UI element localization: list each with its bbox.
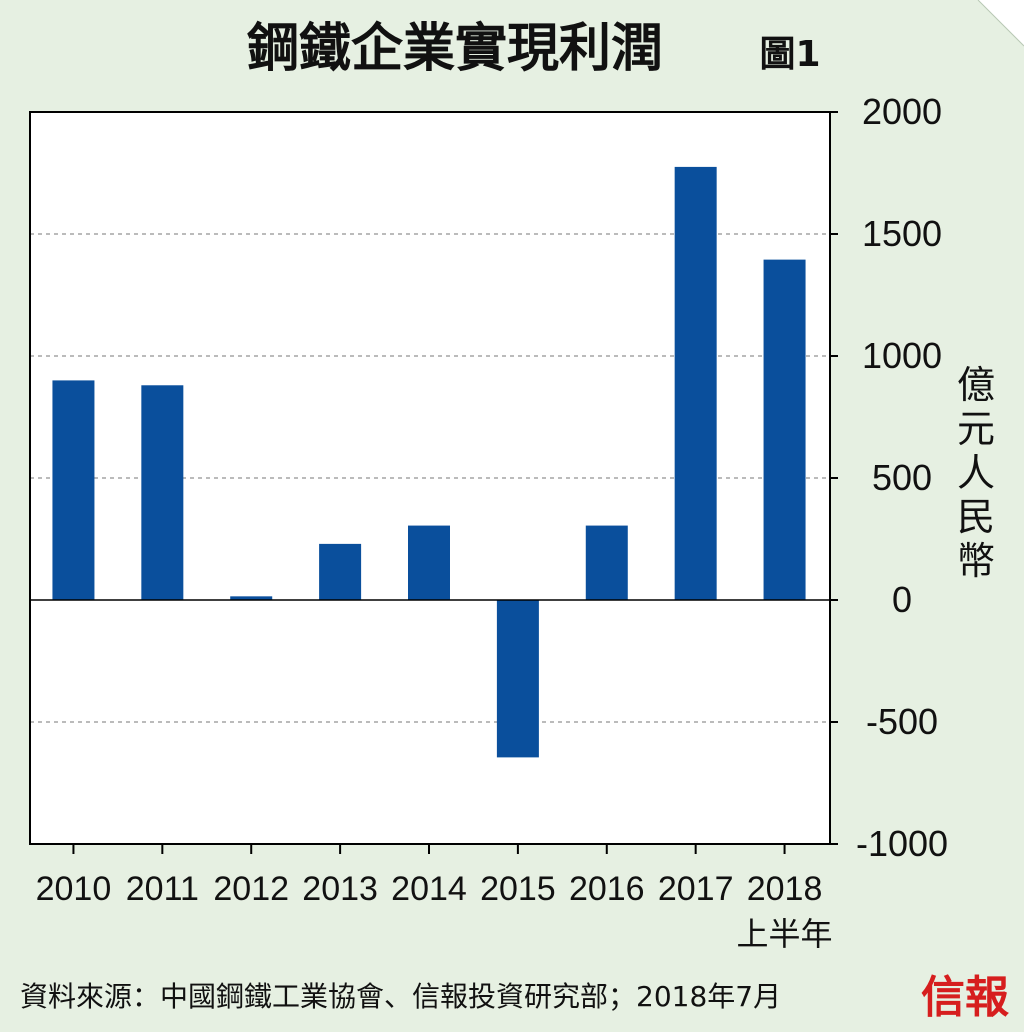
y-axis-ticks: 2000 1500 1000 500 0 -500 -1000 [830,91,948,864]
y-axis-label-char: 人 [957,451,995,495]
bar-2018 [763,259,806,600]
y-tick-label: 2000 [862,91,942,132]
x-tick-label: 2013 [302,870,378,908]
x-tick-label: 2018 [747,870,823,908]
x-tick-label: 2016 [569,870,645,908]
bars [52,166,806,758]
x-tick-label: 2012 [213,870,289,908]
y-axis-label-char: 幣 [957,539,995,583]
x-tick-label: 2014 [391,870,467,908]
bar-2010 [52,380,95,600]
x-tick-sublabel: 上半年 [737,915,833,953]
bar-2014 [408,525,450,600]
bar-2016 [585,525,628,600]
chart-title: 鋼鐵企業實現利潤 [247,19,663,79]
y-axis-label-char: 元 [957,407,995,451]
bar-2013 [319,543,362,600]
figure-label: 圖1 [759,34,820,75]
y-tick-label: 1500 [862,213,942,254]
source-note: 資料來源：中國鋼鐵工業協會、信報投資研究部；2018年7月 [20,980,781,1013]
x-tick-label: 2011 [126,870,199,908]
y-tick-label: 0 [892,579,912,620]
bar-2015 [496,600,539,758]
bar-2012 [230,596,273,600]
x-axis-ticks: 2010 2011 2012 2013 2014 2015 2016 2017 2018 上半年 [36,844,833,953]
folded-corner-edge [977,0,1024,47]
y-tick-label: -1000 [856,823,948,864]
bar-2017 [674,166,717,600]
y-axis-label-char: 民 [957,495,995,539]
y-axis-label-char: 億 [957,363,995,407]
y-tick-label: 500 [872,457,932,498]
y-tick-label: -500 [866,701,938,742]
bar-2011 [141,385,184,600]
x-tick-label: 2010 [36,870,112,908]
x-tick-label: 2015 [480,870,556,908]
x-tick-label: 2017 [658,870,734,908]
y-tick-label: 1000 [862,335,942,376]
brand-logo: 信報 [921,972,1009,1023]
